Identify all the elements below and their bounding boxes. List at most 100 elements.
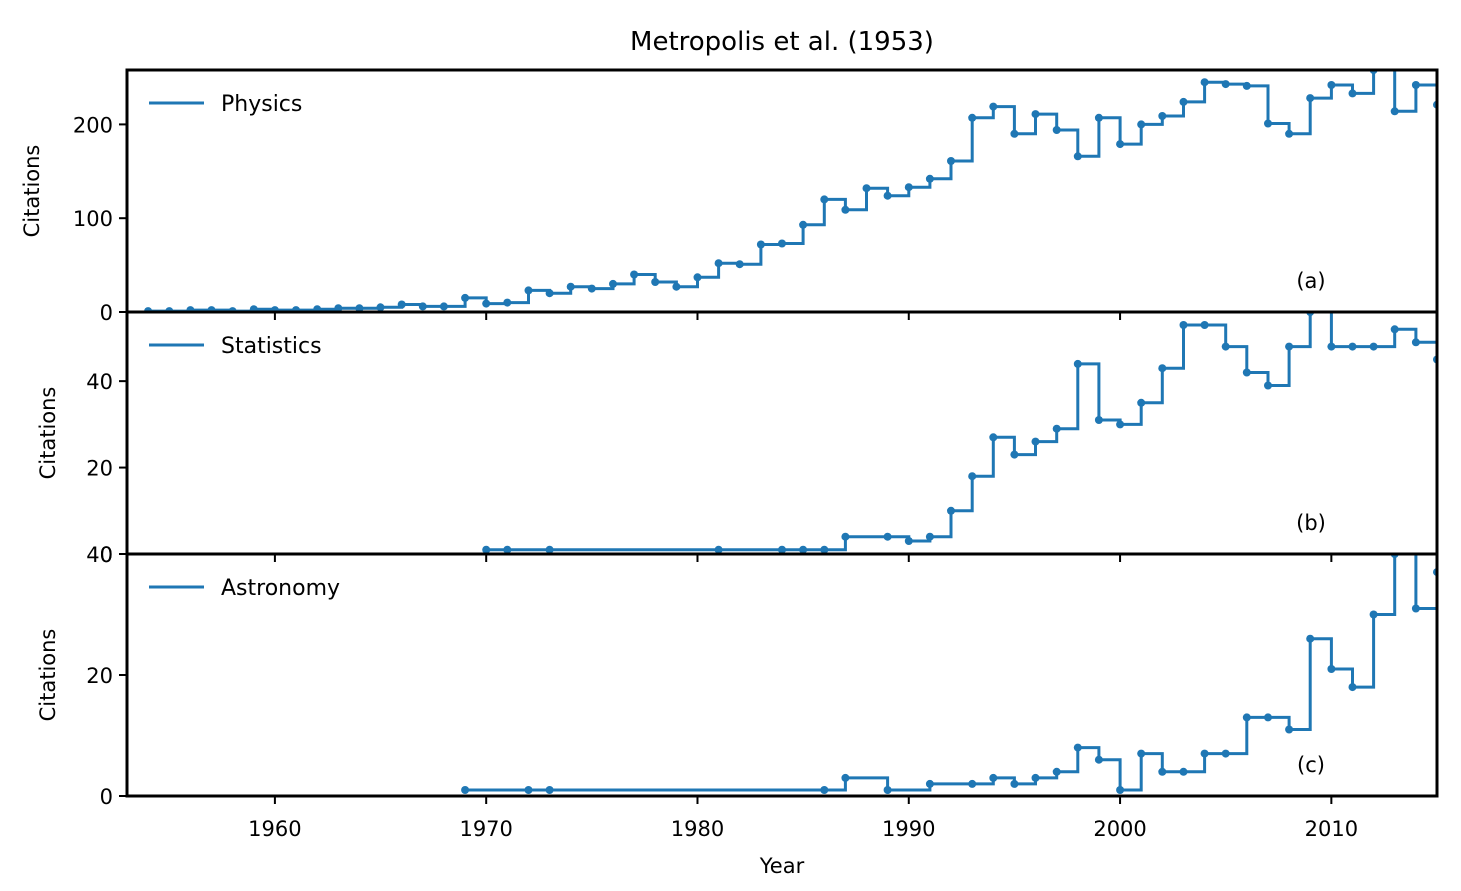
physics-data-point bbox=[1073, 152, 1082, 161]
panel-c-y-axis-label: Citations bbox=[36, 629, 60, 722]
physics-data-point bbox=[778, 239, 786, 248]
physics-data-point bbox=[1179, 97, 1188, 106]
physics-data-point bbox=[1200, 78, 1209, 87]
physics-data-point bbox=[968, 113, 977, 122]
astronomy-data-point bbox=[1200, 749, 1209, 758]
physics-data-point bbox=[439, 302, 448, 311]
physics-data-point bbox=[1285, 129, 1294, 138]
physics-data-point bbox=[249, 305, 258, 312]
physics-data-point bbox=[334, 304, 343, 312]
physics-data-point bbox=[587, 284, 596, 293]
astronomy-data-point bbox=[524, 786, 533, 794]
statistics-data-point bbox=[1158, 364, 1167, 373]
astronomy-legend-label: Astronomy bbox=[221, 576, 340, 601]
statistics-data-point bbox=[1242, 368, 1251, 377]
astronomy-data-point bbox=[1010, 779, 1019, 788]
physics-data-point bbox=[947, 157, 955, 165]
panel-a-y-tick-label: 200 bbox=[73, 113, 113, 137]
panel-a-tag: (a) bbox=[1296, 269, 1325, 293]
statistics-legend-label: Statistics bbox=[221, 334, 322, 359]
astronomy-data-point bbox=[1327, 665, 1336, 673]
statistics-data-point bbox=[714, 545, 723, 554]
panel-c-x-tick-label: 2010 bbox=[1305, 817, 1358, 841]
astronomy-data-point bbox=[1137, 749, 1146, 758]
statistics-data-point bbox=[947, 506, 955, 515]
physics-data-point bbox=[883, 191, 892, 200]
astronomy-data-point bbox=[1242, 713, 1251, 722]
astronomy-data-point bbox=[1179, 767, 1188, 776]
statistics-data-point bbox=[1221, 342, 1230, 351]
x-axis-label: Year bbox=[759, 854, 805, 878]
physics-data-point bbox=[1264, 119, 1272, 128]
physics-legend-label: Physics bbox=[221, 92, 302, 117]
statistics-data-point bbox=[925, 532, 934, 541]
figure-title: Metropolis et al. (1953) bbox=[630, 27, 934, 57]
physics-data-point bbox=[693, 273, 702, 282]
panel-b-y-tick-label: 40 bbox=[86, 370, 113, 394]
statistics-data-point bbox=[1010, 450, 1019, 459]
astronomy-data-point bbox=[1411, 604, 1420, 613]
astronomy-data-point bbox=[1348, 683, 1357, 692]
panel-c-x-tick-label: 1970 bbox=[459, 817, 512, 841]
panel-c-plot-area bbox=[461, 554, 1437, 794]
panel-c-tag: (c) bbox=[1297, 753, 1325, 777]
astronomy-data-point bbox=[1264, 713, 1272, 722]
statistics-data-point bbox=[1137, 398, 1146, 407]
astronomy-series-line bbox=[465, 554, 1437, 792]
panel-c-x-tick-label: 1980 bbox=[671, 817, 724, 841]
physics-data-point bbox=[418, 302, 427, 311]
physics-data-point bbox=[313, 305, 322, 312]
astronomy-data-point bbox=[841, 773, 850, 782]
panel-a-y-tick-label: 0 bbox=[100, 301, 113, 325]
physics-data-point bbox=[1390, 107, 1399, 116]
physics-data-point bbox=[651, 278, 660, 286]
statistics-data-point bbox=[841, 532, 850, 541]
astronomy-data-point bbox=[1073, 743, 1082, 752]
panel-b-frame bbox=[125, 310, 1439, 556]
astronomy-data-point bbox=[461, 786, 470, 794]
astronomy-data-point bbox=[1052, 767, 1061, 776]
statistics-data-point bbox=[482, 545, 491, 554]
physics-data-point bbox=[1221, 80, 1230, 89]
physics-data-point bbox=[841, 205, 850, 214]
panel-a-y-tick-label: 100 bbox=[73, 207, 113, 231]
physics-data-point bbox=[1031, 110, 1040, 119]
astronomy-data-point bbox=[1285, 725, 1294, 734]
statistics-data-point bbox=[1200, 321, 1209, 329]
physics-data-point bbox=[482, 299, 491, 308]
astronomy-data-point bbox=[883, 786, 892, 794]
astronomy-data-point bbox=[925, 779, 934, 788]
physics-data-point bbox=[355, 304, 364, 312]
panel-c-x-tick-label: 1960 bbox=[248, 817, 301, 841]
physics-data-point bbox=[1052, 126, 1061, 134]
panel-c-y-tick-label: 20 bbox=[86, 664, 113, 688]
statistics-data-point bbox=[989, 433, 998, 442]
panel-c: 0 20 40 1960 1970 1980 1990 2000 2010 Citations As… bbox=[36, 543, 1439, 841]
statistics-data-point bbox=[1031, 437, 1040, 446]
physics-data-point bbox=[1348, 89, 1357, 98]
statistics-data-point bbox=[503, 545, 512, 554]
physics-data-point bbox=[503, 298, 512, 307]
statistics-data-point bbox=[1369, 342, 1378, 351]
physics-data-point bbox=[756, 240, 765, 249]
panel-a: 0 100 200 Citations Physics (a) bbox=[20, 68, 1439, 325]
physics-data-point bbox=[630, 270, 639, 279]
panel-b: 0 20 40 Citations Statistics (b) bbox=[36, 310, 1439, 567]
statistics-data-point bbox=[1052, 424, 1061, 433]
statistics-data-point bbox=[1390, 325, 1399, 334]
astronomy-data-point bbox=[989, 773, 998, 782]
physics-data-point bbox=[397, 300, 406, 309]
physics-data-point bbox=[714, 259, 723, 268]
statistics-series-line bbox=[486, 312, 1437, 552]
astronomy-data-point bbox=[1306, 634, 1315, 643]
statistics-data-point bbox=[799, 545, 808, 554]
statistics-data-point bbox=[820, 545, 829, 554]
astronomy-data-point bbox=[1158, 767, 1167, 776]
physics-data-point bbox=[566, 282, 575, 291]
astronomy-data-point bbox=[1094, 755, 1103, 764]
panel-b-y-tick-label: 0 bbox=[100, 543, 113, 567]
panel-c-x-tick-label: 1990 bbox=[882, 817, 935, 841]
panel-c-y-tick-label: 40 bbox=[86, 543, 113, 567]
astronomy-data-point bbox=[1221, 749, 1230, 758]
